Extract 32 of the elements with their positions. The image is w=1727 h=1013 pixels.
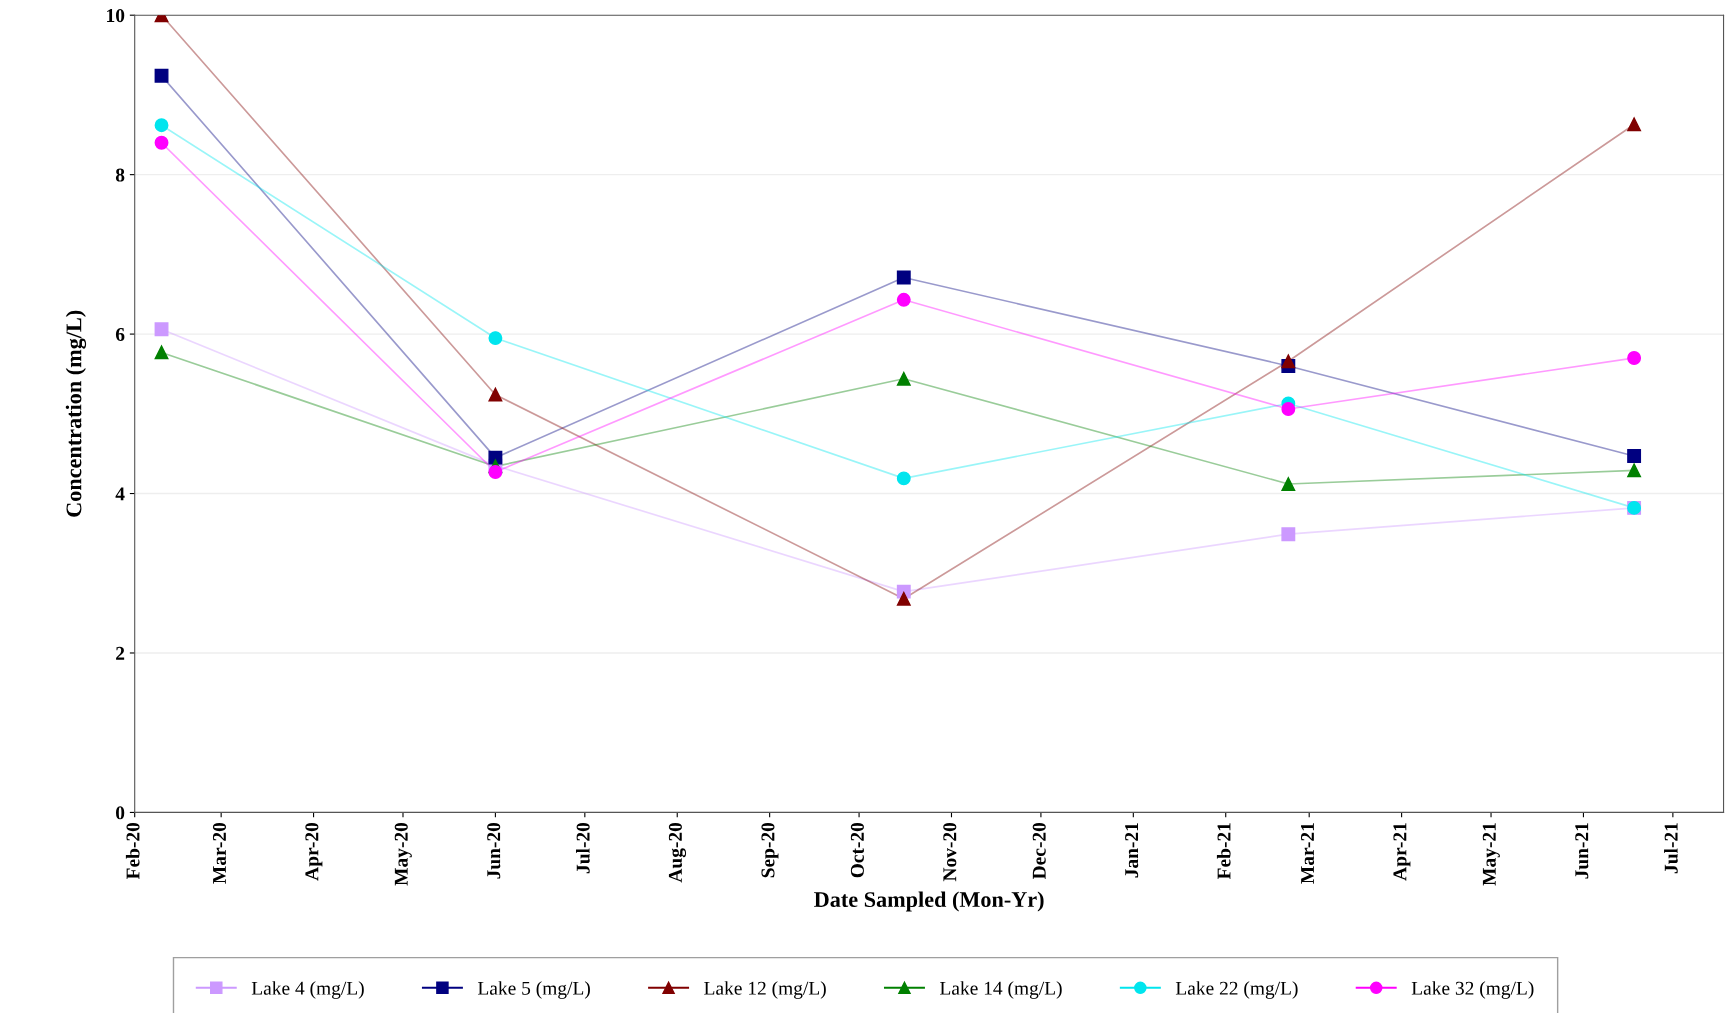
legend-label: Lake 14 (mg/L) bbox=[940, 981, 1062, 999]
x-tick-label: May-21 bbox=[1482, 823, 1500, 886]
x-tick-label: Jul-21 bbox=[1664, 823, 1678, 874]
y-tick-label: 10 bbox=[107, 9, 125, 23]
x-tick-label: Mar-21 bbox=[1301, 823, 1315, 884]
x-axis-title: Date Sampled (Mon-Yr) bbox=[814, 891, 1044, 912]
x-tick-label: Jul-20 bbox=[576, 822, 590, 874]
y-tick-label: 8 bbox=[115, 168, 125, 182]
x-tick-label: Nov-20 bbox=[943, 822, 957, 882]
y-axis-title: Concentration (mg/L) bbox=[65, 310, 87, 517]
x-tick-label: Aug-20 bbox=[668, 822, 687, 883]
x-tick-label: Sep-20 bbox=[761, 822, 779, 878]
x-tick-label: Dec-20 bbox=[1032, 822, 1046, 880]
y-tick-label: 0 bbox=[116, 806, 125, 820]
x-tick-label: Jun-20 bbox=[487, 822, 501, 879]
y-tick-label: 4 bbox=[115, 487, 125, 501]
x-tick-label: Jun-21 bbox=[1575, 823, 1589, 879]
legend-label: Lake 22 (mg/L) bbox=[1175, 981, 1298, 999]
legend-label: Lake 12 (mg/L) bbox=[704, 981, 826, 999]
x-tick-label: Feb-20 bbox=[125, 822, 140, 880]
x-tick-label: Jan-21 bbox=[1125, 823, 1139, 878]
x-tick-label: Apr-21 bbox=[1393, 823, 1411, 881]
y-tick-label: 6 bbox=[115, 327, 125, 342]
x-tick-label: Apr-20 bbox=[305, 822, 323, 881]
x-tick-label: Feb-21 bbox=[1216, 823, 1231, 880]
y-tick-label: 2 bbox=[116, 646, 125, 660]
legend-label: Lake 4 (mg/L) bbox=[251, 981, 364, 999]
x-tick-label: Mar-20 bbox=[212, 822, 227, 884]
x-tick-label: Oct-20 bbox=[850, 822, 864, 878]
x-tick-label: May-20 bbox=[394, 822, 412, 886]
legend-label: Lake 32 (mg/L) bbox=[1411, 981, 1534, 999]
legend-label: Lake 5 (mg/L) bbox=[477, 981, 590, 999]
